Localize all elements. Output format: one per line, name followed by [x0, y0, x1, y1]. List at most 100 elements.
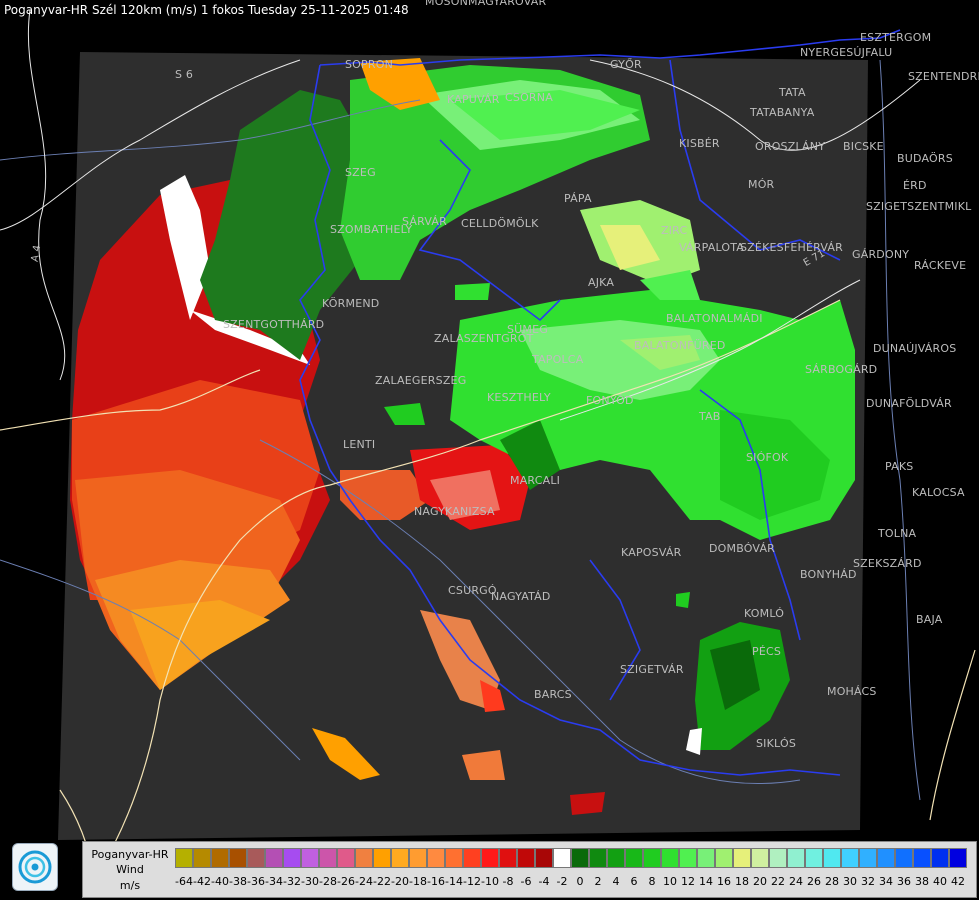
legend-swatch	[283, 848, 301, 868]
country-borders	[299, 29, 901, 776]
legend-swatch	[355, 848, 373, 868]
legend-tick-label: 24	[789, 875, 803, 888]
legend-swatch	[391, 848, 409, 868]
legend-tick-label: 4	[612, 875, 620, 888]
place-label: GYŐR	[610, 58, 642, 71]
legend-tick-label: -14	[445, 875, 463, 888]
place-label: TAB	[699, 410, 721, 423]
legend-swatch	[301, 848, 319, 868]
legend-swatch	[625, 848, 643, 868]
legend-swatch	[265, 848, 283, 868]
legend-tick-label: -16	[427, 875, 445, 888]
place-label: SIÓFOK	[746, 451, 789, 464]
legend-swatch	[571, 848, 589, 868]
legend-tick-label: 14	[699, 875, 713, 888]
legend-tick-label: 12	[681, 875, 695, 888]
place-label: BALATONFÜRED	[634, 339, 726, 352]
legend-swatch	[805, 848, 823, 868]
legend-tick-label: -38	[229, 875, 247, 888]
legend-swatch	[499, 848, 517, 868]
place-label: SZOMBATHELY	[330, 223, 413, 236]
legend-tick-label: 20	[753, 875, 767, 888]
legend-swatch	[193, 848, 211, 868]
place-label: SIKLÓS	[756, 737, 797, 750]
place-label: RÁCKEVE	[914, 259, 967, 272]
legend-swatch	[517, 848, 535, 868]
legend-swatch	[877, 848, 895, 868]
legend-label: Wind	[116, 863, 144, 876]
place-label: DOMBÓVÁR	[709, 542, 776, 555]
legend-swatch	[733, 848, 751, 868]
legend-tick-label: -22	[373, 875, 391, 888]
legend-swatch	[823, 848, 841, 868]
place-label: BALATONALMÁDI	[666, 312, 763, 325]
legend-tick-label: -18	[409, 875, 427, 888]
place-label: MOHÁCS	[827, 685, 877, 698]
place-label: SZENTGOTTHÁRD	[223, 318, 325, 331]
legend-swatch	[589, 848, 607, 868]
legend-tick-label: 0	[576, 875, 584, 888]
legend-tick-label: 22	[771, 875, 785, 888]
place-label: KALOCSA	[912, 486, 965, 499]
legend-tick-label: -32	[283, 875, 301, 888]
place-label: GÁRDONY	[852, 248, 910, 261]
legend-swatch	[535, 848, 553, 868]
legend-swatch	[931, 848, 949, 868]
legend-swatch	[427, 848, 445, 868]
legend-tick-label: 36	[897, 875, 911, 888]
place-label: NYERGESÚJFALU	[800, 46, 893, 59]
legend-tick-label: -64	[175, 875, 193, 888]
place-label: CSORNA	[505, 91, 553, 104]
legend-swatch	[895, 848, 913, 868]
place-label: SZEG	[345, 166, 376, 179]
legend-swatches	[175, 848, 967, 868]
legend-swatch	[643, 848, 661, 868]
place-label: TATA	[779, 86, 806, 99]
map-title: Poganyvar-HR Szél 120km (m/s) 1 fokos Tu…	[4, 3, 409, 17]
legend-swatch	[211, 848, 229, 868]
legend-swatch	[319, 848, 337, 868]
legend-swatch	[751, 848, 769, 868]
place-label: TAPOLCA	[532, 353, 584, 366]
place-label: ZALASZENTGRÓT	[434, 332, 534, 345]
inbound-wind-echoes	[200, 58, 855, 755]
legend-tick-label: 10	[663, 875, 677, 888]
legend-swatch	[553, 848, 571, 868]
place-label: ESZTERGOM	[860, 31, 932, 44]
place-label: KÖRMEND	[322, 297, 380, 310]
legend-swatch	[769, 848, 787, 868]
legend-tick-label: -30	[301, 875, 319, 888]
legend-tick-label: -26	[337, 875, 355, 888]
legend-tick-label: 40	[933, 875, 947, 888]
place-label: VÁRPALOTA	[679, 241, 745, 254]
legend-tick-label: 2	[594, 875, 602, 888]
place-label: SZIGETSZENTMIKL	[866, 200, 972, 213]
legend-swatch	[175, 848, 193, 868]
legend-tick-label: -20	[391, 875, 409, 888]
place-label: CELLDÖMÖLK	[461, 217, 539, 230]
legend-tick-label: -42	[193, 875, 211, 888]
legend-tick-label: 42	[951, 875, 965, 888]
legend-tick-label: 32	[861, 875, 875, 888]
legend-tick-label: -28	[319, 875, 337, 888]
place-label: S 6	[175, 68, 194, 81]
legend-tick-label: 30	[843, 875, 857, 888]
legend-tick-label: 28	[825, 875, 839, 888]
legend-swatch	[661, 848, 679, 868]
place-label: KAPOSVÁR	[621, 546, 682, 559]
place-label: BARCS	[534, 688, 572, 701]
legend-swatch	[445, 848, 463, 868]
legend-tick-label: -40	[211, 875, 229, 888]
legend-tick-label: 16	[717, 875, 731, 888]
place-label: NAGYKANIZSA	[414, 505, 495, 518]
legend-swatch	[913, 848, 931, 868]
legend-unit: m/s	[119, 879, 141, 892]
legend-swatch	[607, 848, 625, 868]
place-label: KESZTHELY	[487, 391, 551, 404]
color-legend: Poganyvar-HR Wind m/s -64 -42 -40 -38 -36 -34…	[82, 841, 977, 898]
legend-tick-label: -8	[502, 875, 514, 888]
place-label: MÓR	[748, 178, 775, 191]
legend-swatch	[337, 848, 355, 868]
legend-swatch	[463, 848, 481, 868]
